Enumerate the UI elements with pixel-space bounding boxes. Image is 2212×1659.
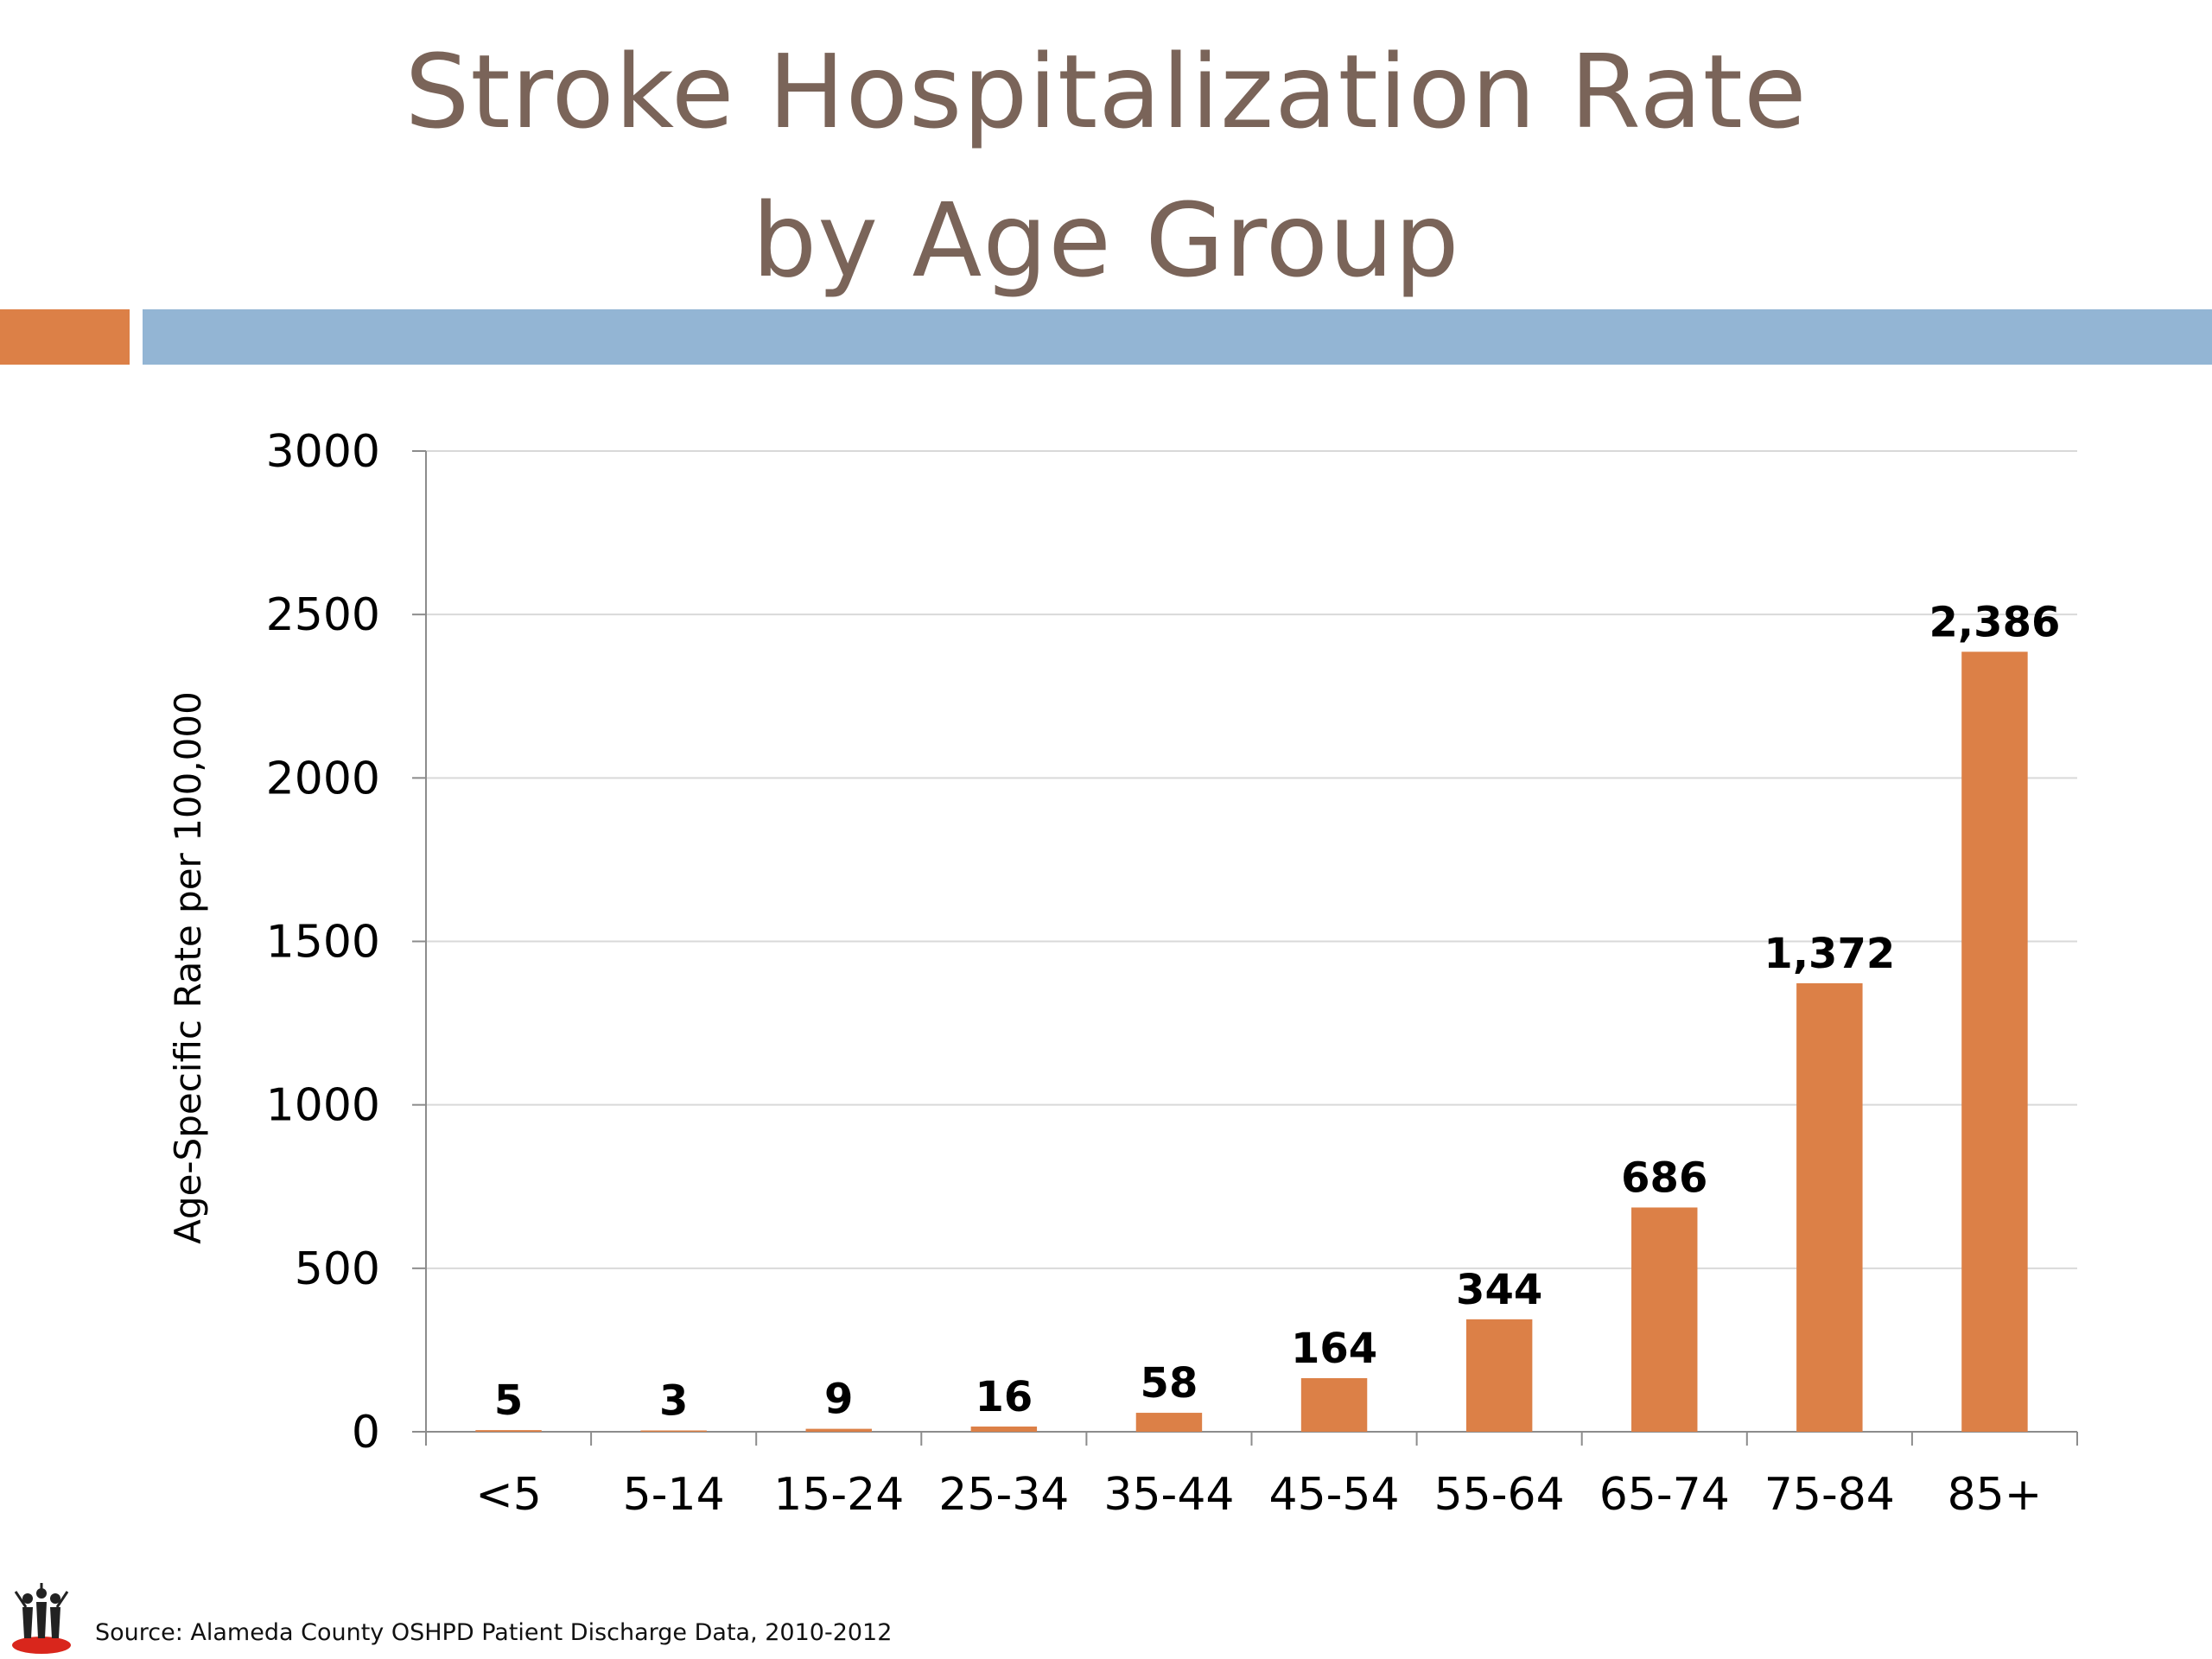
bar (970, 1426, 1038, 1432)
source-note: Source: Alameda County OSHPD Patient Dis… (95, 1619, 893, 1646)
data-label: 1,372 (1764, 930, 1895, 978)
bar (1796, 982, 1863, 1432)
y-tick-label: 2000 (266, 753, 380, 804)
x-tick-label: 55-64 (1434, 1469, 1565, 1521)
x-tick-label: <5 (475, 1469, 542, 1521)
x-tick-label: 25-34 (938, 1469, 1069, 1521)
bar-chart: 5 3 9 16 58 164 344 686 1,372 2,386 0 500 1000 1500 2… (167, 426, 2078, 1521)
data-label: 344 (1456, 1266, 1542, 1314)
x-tick-labels: <5 5-14 15-24 25-34 35-44 45-54 55-64 65-74 75-8… (475, 1469, 2042, 1521)
accent-band-blue (143, 309, 2212, 365)
data-label: 16 (975, 1373, 1033, 1421)
bar (1300, 1377, 1368, 1432)
bar (640, 1430, 707, 1432)
y-axis-label: Age-Specific Rate per 100,000 (167, 691, 209, 1244)
bar (1135, 1413, 1203, 1432)
title-line-1: Stroke Hospitalization Rate (404, 32, 1808, 151)
data-labels: 5 3 9 16 58 164 344 686 1,372 2,386 (494, 598, 2061, 1425)
data-label: 58 (1141, 1359, 1198, 1408)
bar (475, 1430, 542, 1432)
data-label: 3 (659, 1377, 688, 1426)
community-figures-logo-icon (12, 1583, 71, 1654)
x-tick-label: 85+ (1948, 1469, 2043, 1521)
y-tick-label: 500 (295, 1243, 380, 1295)
bar (1465, 1319, 1533, 1432)
x-tick-label: 15-24 (773, 1469, 904, 1521)
y-tick-labels: 0 500 1000 1500 2000 2500 3000 (266, 426, 380, 1459)
data-label: 164 (1291, 1325, 1377, 1373)
bar (1961, 652, 2028, 1432)
y-tick-label: 0 (352, 1407, 380, 1459)
data-label: 9 (824, 1376, 853, 1424)
x-tick-label: 5-14 (623, 1469, 725, 1521)
y-tick-label: 3000 (266, 426, 380, 478)
slide-title: Stroke Hospitalization Rate by Age Group (0, 17, 2212, 315)
x-tick-label: 65-74 (1599, 1469, 1730, 1521)
data-label: 5 (494, 1376, 523, 1425)
y-tick-label: 1000 (266, 1080, 380, 1132)
data-label: 686 (1621, 1154, 1707, 1202)
y-tick-label: 1500 (266, 917, 380, 969)
bars (475, 652, 2028, 1432)
x-tick-label: 75-84 (1764, 1469, 1895, 1521)
x-tick-label: 35-44 (1103, 1469, 1234, 1521)
data-label: 2,386 (1929, 598, 2061, 646)
x-tick-label: 45-54 (1268, 1469, 1399, 1521)
accent-band-orange (0, 309, 130, 365)
y-tick-label: 2500 (266, 589, 380, 641)
title-line-2: by Age Group (752, 181, 1460, 300)
bar (805, 1428, 872, 1432)
bar (1631, 1207, 1698, 1432)
